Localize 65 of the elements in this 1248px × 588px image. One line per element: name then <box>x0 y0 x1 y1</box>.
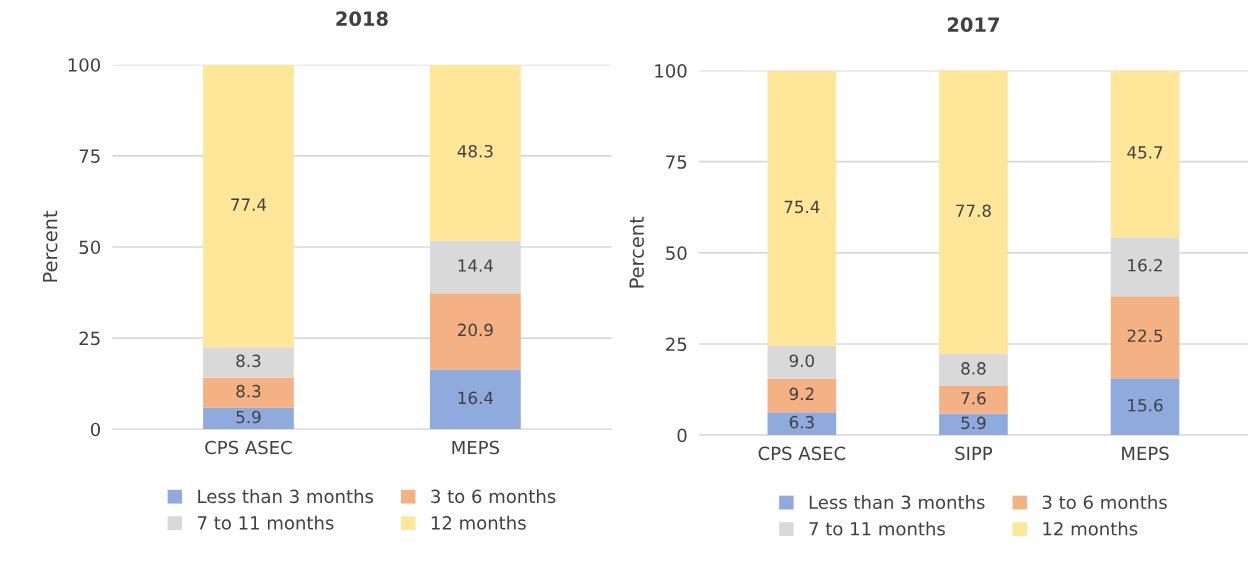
data-label: 8.8 <box>961 362 986 375</box>
data-label: 9.2 <box>789 387 814 401</box>
legend-label: Less than 3 months <box>198 489 374 504</box>
bar <box>767 378 837 413</box>
bar <box>939 353 1008 386</box>
data-label: 15.6 <box>1128 398 1163 412</box>
bar <box>1110 378 1180 436</box>
y-tick-label: 75 <box>666 155 687 169</box>
data-label: 14.4 <box>458 259 493 272</box>
bar <box>767 345 837 379</box>
x-tick-label: CPS ASEC <box>205 440 292 455</box>
chart-title: 2017 <box>947 17 999 32</box>
data-label: 8.3 <box>236 384 261 398</box>
bar <box>939 70 1008 354</box>
chart-title: 2018 <box>336 11 388 27</box>
data-label: 45.7 <box>1127 146 1163 159</box>
bar <box>429 293 521 370</box>
y-tick-label: 100 <box>68 58 101 72</box>
legend-label: 7 to 11 months <box>198 515 334 530</box>
bar <box>203 377 294 408</box>
bar <box>203 65 294 348</box>
data-label: 48.3 <box>457 144 493 158</box>
y-tick-label: 0 <box>677 428 687 443</box>
y-tick-label: 25 <box>79 331 100 346</box>
bar <box>767 412 837 436</box>
y-tick-label: 100 <box>655 64 687 78</box>
y-axis-title: Percent <box>42 210 58 282</box>
bar <box>429 369 521 430</box>
bar <box>203 407 294 430</box>
data-label: 77.8 <box>956 204 991 218</box>
y-tick-label: 0 <box>90 422 101 437</box>
data-label: 6.3 <box>789 415 814 429</box>
y-tick-label: 75 <box>79 149 100 163</box>
data-label: 7.6 <box>961 391 986 405</box>
bar <box>429 64 521 241</box>
data-label: 5.9 <box>236 410 261 424</box>
y-tick-label: 50 <box>79 240 101 255</box>
x-tick-label: CPS ASEC <box>758 446 846 461</box>
bar <box>203 347 294 378</box>
y-tick-label: 25 <box>666 337 687 352</box>
data-label: 5.9 <box>961 416 986 430</box>
x-tick-label: MEPS <box>452 440 500 455</box>
data-label: 75.4 <box>784 200 820 214</box>
x-tick-label: SIPP <box>955 446 993 461</box>
bar <box>1110 70 1180 238</box>
y-tick-label: 50 <box>666 246 687 260</box>
legend-label: Less than 3 months <box>809 495 985 510</box>
legend-label: 3 to 6 months <box>1042 495 1167 510</box>
legend-label: 3 to 6 months <box>431 489 556 504</box>
bar <box>1110 296 1180 379</box>
bar <box>939 413 1008 436</box>
data-label: 8.3 <box>236 354 261 368</box>
data-label: 16.4 <box>458 391 493 405</box>
data-label: 20.9 <box>458 323 493 337</box>
data-label: 16.2 <box>1128 258 1162 272</box>
legend-label: 7 to 11 months <box>809 521 945 536</box>
legend-label: 12 months <box>1043 521 1138 536</box>
x-tick-label: MEPS <box>1122 446 1169 461</box>
bar <box>767 70 837 346</box>
bar <box>939 385 1008 414</box>
data-label: 22.5 <box>1127 329 1163 343</box>
data-label: 77.4 <box>231 198 267 211</box>
y-axis-title: Percent <box>629 216 644 288</box>
data-label: 9.0 <box>789 354 814 368</box>
legend-label: 12 months <box>431 515 526 530</box>
